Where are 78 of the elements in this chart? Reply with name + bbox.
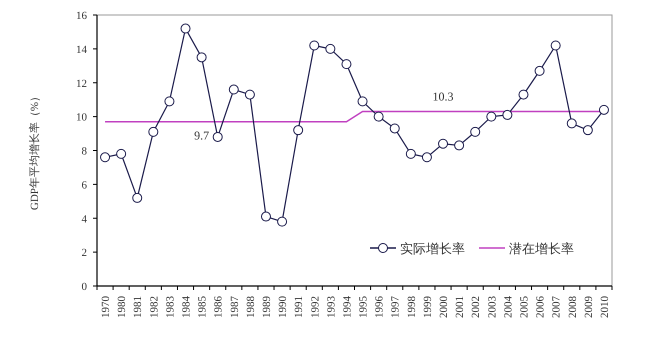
y-tick-label: 0 [82, 281, 88, 293]
x-tick-label: 1970 [100, 296, 112, 318]
point [116, 148, 126, 159]
x-tick-label: 2004 [502, 296, 514, 318]
point [422, 152, 432, 162]
x-tick-label: 2001 [454, 296, 466, 318]
x-tick-label: 1982 [148, 296, 160, 318]
point [277, 216, 288, 227]
point [309, 40, 320, 50]
point [454, 140, 464, 150]
y-tick-label: 2 [82, 247, 87, 260]
point [566, 118, 577, 128]
x-tick-label: 1999 [422, 296, 434, 318]
x-tick-label: 1985 [196, 296, 209, 318]
point [132, 192, 142, 203]
point [438, 138, 448, 149]
point [598, 104, 609, 115]
x-tick-label: 1991 [293, 296, 306, 318]
point [244, 90, 255, 100]
x-tick-label: 2009 [582, 296, 595, 318]
y-tick-label: 8 [82, 146, 88, 158]
x-tick-label: 1998 [406, 296, 418, 318]
x-tick-label: 2008 [566, 296, 579, 318]
point [470, 126, 480, 137]
point [374, 112, 384, 122]
x-tick-label: 1996 [374, 296, 386, 318]
y-axis-title: GDP年平均增长率（%） [28, 90, 41, 210]
point [180, 24, 191, 34]
point [341, 59, 352, 70]
x-tick-label: 2006 [534, 296, 547, 318]
x-tick-label: 1993 [325, 296, 338, 318]
point [502, 110, 512, 120]
point [550, 40, 561, 50]
x-tick-label: 1988 [244, 296, 257, 318]
x-tick-label: 2010 [598, 296, 611, 318]
x-tick-label: 1986 [212, 296, 225, 318]
annotation: 10.3 [432, 90, 454, 104]
x-tick-label: 1983 [164, 296, 176, 318]
point [390, 123, 400, 134]
x-tick-label: 2007 [550, 296, 563, 318]
x-tick-label: 1992 [309, 296, 322, 318]
x-tick-label: 2003 [486, 296, 498, 318]
x-tick-label: 2002 [470, 296, 482, 318]
legend-label: 潜在增长率 [509, 241, 574, 256]
point [518, 90, 528, 100]
point [260, 212, 271, 222]
x-tick-label: 1984 [180, 296, 193, 318]
x-tick-label: 2000 [438, 296, 450, 318]
x-tick-label: 1997 [390, 296, 402, 318]
annotation: 9.7 [194, 128, 210, 143]
point [358, 96, 368, 106]
point [325, 44, 336, 54]
point [212, 132, 223, 142]
y-tick-label: 6 [82, 179, 88, 192]
y-tick-label: 4 [82, 213, 88, 226]
point [228, 84, 239, 95]
point [582, 125, 593, 136]
point [100, 152, 110, 162]
point [196, 52, 207, 62]
point [293, 125, 304, 136]
point [406, 148, 416, 159]
x-tick-label: 1994 [341, 296, 354, 318]
x-tick-label: 1995 [358, 296, 370, 318]
point [164, 96, 174, 106]
y-tick-label: 10 [76, 112, 88, 124]
y-tick-label: 16 [76, 10, 88, 22]
x-tick-label: 1987 [228, 296, 241, 318]
x-tick-label: 1981 [132, 296, 144, 318]
x-tick-label: 2005 [518, 296, 530, 318]
point [486, 112, 496, 122]
x-tick-label: 1980 [116, 296, 128, 318]
y-tick-label: 14 [76, 44, 88, 56]
y-tick-label: 12 [76, 78, 87, 90]
legend-label: 实际增长率 [400, 241, 465, 256]
x-tick-label: 1990 [277, 296, 290, 318]
x-tick-label: 1989 [260, 296, 273, 318]
point [534, 66, 545, 76]
point [148, 126, 158, 137]
